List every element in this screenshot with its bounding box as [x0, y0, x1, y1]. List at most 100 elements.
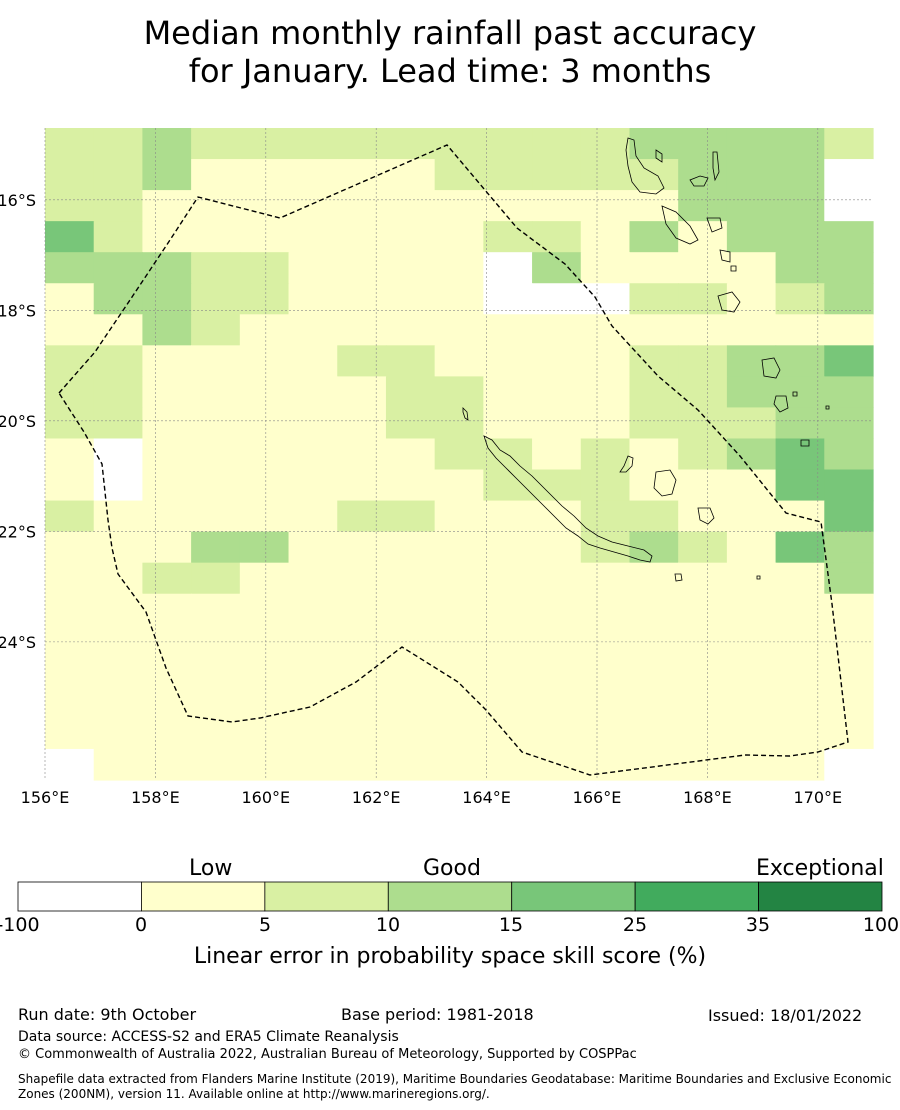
copyright: © Commonwealth of Australia 2022, Austra… [18, 1047, 637, 1062]
grid-cell [726, 717, 777, 750]
grid-cell [824, 500, 874, 533]
eez-boundary [58, 144, 849, 776]
longitude-label: 156°E [21, 788, 70, 807]
category-exceptional-label: Exceptional [756, 856, 884, 881]
grid-cell [532, 438, 582, 471]
grid-cell [337, 748, 387, 781]
grid-cell [288, 748, 338, 781]
longitude-label: 162°E [352, 788, 401, 807]
grid-cell [483, 500, 533, 533]
grid-cell [142, 469, 192, 502]
grid-cell [434, 376, 484, 409]
grid-cell [337, 593, 387, 626]
grid-cell [191, 345, 241, 377]
grid-cell [678, 438, 728, 471]
chart-title: Median monthly rainfall past accuracy fo… [0, 14, 900, 90]
grid-cell [45, 624, 95, 657]
colorbar-tick: 0 [134, 914, 148, 936]
grid-cell [629, 655, 679, 688]
grid-cell [288, 221, 338, 253]
grid-cell [45, 438, 95, 471]
grid-cell [775, 562, 825, 595]
grid-cell [824, 469, 874, 502]
grid-cell [191, 283, 241, 315]
grid-cell [580, 221, 631, 253]
grid-cell [629, 128, 679, 160]
grid-cell [93, 531, 144, 564]
grid-cell [580, 469, 631, 502]
grid-cell [824, 624, 874, 657]
grid-cell [678, 748, 728, 781]
grid-cell [532, 190, 582, 222]
small-island [756, 575, 761, 580]
grid-cell [45, 500, 95, 533]
grid-cell [434, 159, 484, 191]
grid-cell [93, 128, 144, 160]
grid-cell [288, 128, 338, 160]
grid-cell [288, 500, 338, 533]
grid-cell [45, 376, 95, 409]
grid-cell [532, 655, 582, 688]
grid-cell [142, 221, 192, 253]
grid-cell [93, 438, 144, 471]
grid-cell [191, 469, 241, 502]
maewo-island [712, 151, 720, 182]
title-line-2: for January. Lead time: 3 months [188, 52, 712, 90]
grid-cell [239, 531, 290, 564]
grid-cell [532, 128, 582, 160]
grid-cell [337, 190, 387, 222]
grid-cell [288, 376, 338, 409]
grid-cell [337, 376, 387, 409]
grid-cell [142, 407, 192, 440]
axis-labels: 156°E 158°E 160°E 162°E 164°E 166°E 168°E 170°E… [0, 191, 842, 807]
grid-cell [824, 531, 874, 564]
tanna-island [773, 395, 789, 413]
grid-cell [532, 593, 582, 626]
grid-cell [93, 221, 144, 253]
grid-cell [191, 500, 241, 533]
grid-cell [775, 624, 825, 657]
grid-cell [726, 562, 777, 595]
grid-cell [775, 283, 825, 315]
grid-cell [434, 717, 484, 750]
new-caledonia-island [483, 435, 653, 563]
grid-cell [142, 562, 192, 595]
grid-cell [580, 159, 631, 191]
grid-cell [142, 593, 192, 626]
grid-cell [678, 655, 728, 688]
grid-cell [337, 221, 387, 253]
graticule [44, 128, 873, 780]
malekula-island [661, 205, 699, 245]
longitude-label: 168°E [683, 788, 732, 807]
colorbar-segment [17, 881, 142, 912]
grid-cell [629, 562, 679, 595]
grid-cell [239, 562, 290, 595]
grid-cell [239, 283, 290, 315]
grid-cell [434, 283, 484, 315]
grid-cell [726, 686, 777, 719]
grid-cell [288, 345, 338, 377]
grid-cell [337, 717, 387, 750]
grid-cell [45, 190, 95, 222]
latitude-label: 18°S [0, 301, 36, 320]
grid-cell [385, 593, 436, 626]
grid-cell [580, 376, 631, 409]
grid-cell [45, 562, 95, 595]
grid-cell [580, 717, 631, 750]
grid-cell [532, 748, 582, 781]
grid-cell [580, 593, 631, 626]
grid-cell [532, 376, 582, 409]
grid-cell [93, 345, 144, 377]
grid-cell [580, 190, 631, 222]
grid-cell [239, 407, 290, 440]
grid-cell [142, 748, 192, 781]
grid-cell [434, 314, 484, 346]
grid-cell [775, 593, 825, 626]
grid-cell [337, 469, 387, 502]
grid-cell [191, 159, 241, 191]
grid-cell [580, 624, 631, 657]
grid-cell [434, 345, 484, 377]
grid-cell [775, 159, 825, 191]
grid-cell [191, 748, 241, 781]
grid-cell [775, 190, 825, 222]
